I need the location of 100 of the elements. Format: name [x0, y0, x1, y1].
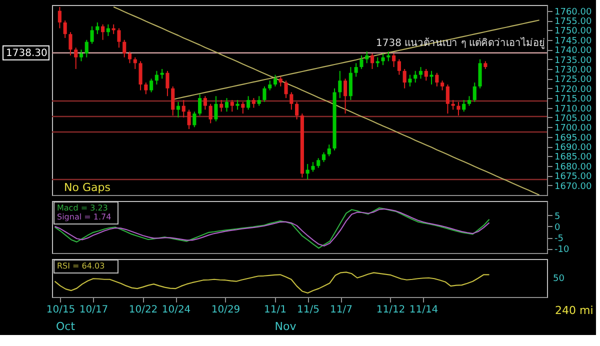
candlestick [79, 49, 84, 62]
candlestick [381, 52, 385, 66]
candlestick [354, 62, 358, 78]
series-label: RSI = 64.03 [57, 262, 105, 270]
candlestick [208, 103, 212, 124]
x-tick-label: 10/24 [162, 304, 191, 316]
y-tick-label: 1760.00 [554, 7, 592, 18]
ref-line-label: 1738.30 [6, 48, 48, 59]
candlestick [365, 51, 369, 64]
candlestick [84, 39, 88, 58]
candlestick [284, 80, 288, 99]
y-tick-label: 1725.00 [554, 75, 592, 86]
candlestick [68, 32, 72, 56]
x-tick-label: 11/7 [330, 304, 352, 316]
y-tick-label: 1705.00 [554, 114, 592, 124]
candlestick [220, 100, 224, 112]
y-tick-label: -5 [554, 234, 564, 244]
candlestick [344, 78, 348, 114]
y-tick-label: 1710.00 [554, 104, 592, 114]
text: Oct [56, 320, 76, 333]
candlestick [451, 100, 455, 110]
text: Nov [274, 320, 297, 333]
x-tick-label: 11/14 [409, 304, 438, 316]
candlestick [198, 94, 202, 116]
candlestick [74, 47, 78, 70]
y-tick-label: -10 [554, 245, 570, 256]
candlestick [397, 58, 401, 76]
text: 50 [553, 274, 565, 284]
candlestick [58, 6, 62, 29]
candlestick [101, 24, 105, 40]
candlestick [214, 96, 218, 122]
candlestick [348, 66, 352, 100]
candlestick [187, 109, 191, 130]
candlestick [295, 101, 299, 120]
y-tick-label: 1715.00 [554, 94, 592, 105]
y-tick-label: 1700.00 [554, 124, 592, 134]
candlestick [241, 101, 245, 114]
candlestick [370, 52, 374, 70]
candlestick [472, 82, 476, 102]
candlestick [456, 101, 460, 116]
candlestick [182, 100, 186, 118]
x-tick-label: 11/12 [376, 304, 406, 316]
text: 240 mi [555, 304, 594, 317]
candlestick [262, 86, 266, 102]
candlestick [224, 98, 229, 112]
candlestick [311, 162, 315, 172]
y-tick-label: 1690.00 [554, 143, 592, 154]
y-tick-label: 1680.00 [554, 162, 592, 172]
candlestick [408, 74, 412, 87]
candlestick [322, 152, 326, 163]
candlestick [360, 54, 364, 70]
x-tick-label: 10/22 [128, 304, 158, 316]
y-tick-label: 1685.00 [554, 152, 592, 163]
y-tick-label: 1670.00 [554, 182, 592, 192]
candlestick [446, 84, 450, 114]
candlestick [138, 60, 142, 91]
candlestick [171, 86, 175, 116]
candlestick [386, 51, 390, 62]
candlestick [117, 28, 121, 48]
candlestick [252, 98, 256, 108]
y-tick-label: 1675.00 [554, 172, 592, 182]
candlestick [338, 70, 342, 99]
candlestick [467, 96, 472, 106]
candlestick [424, 68, 428, 82]
candlestick [150, 78, 154, 93]
candlestick [63, 20, 67, 38]
candlestick [316, 158, 320, 168]
y-tick-label: 1735.00 [554, 56, 592, 66]
y-tick-label: 1695.00 [554, 133, 592, 144]
x-tick-label: 10/17 [79, 304, 108, 316]
candlestick [327, 144, 331, 157]
candlestick [392, 52, 396, 68]
x-tick-label: 10/15 [46, 304, 76, 316]
x-tick-label: 11/5 [297, 304, 320, 316]
series-label: Signal = 1.74 [57, 212, 112, 222]
y-tick-label: 0 [554, 222, 560, 233]
candlestick [166, 70, 170, 97]
y-tick-label: 1755.00 [554, 17, 592, 28]
y-tick-label: 1745.00 [554, 36, 592, 46]
y-tick-label: 1750.00 [554, 26, 592, 37]
candlestick [273, 74, 278, 87]
candlestick [435, 72, 439, 87]
candlestick [230, 100, 234, 112]
candlestick [418, 66, 423, 80]
candlestick [278, 76, 282, 87]
candlestick [144, 82, 148, 95]
x-tick-label: 11/1 [264, 304, 286, 316]
candlestick [440, 80, 444, 91]
candlestick [376, 56, 380, 68]
candlestick [128, 51, 132, 64]
candlestick [246, 96, 250, 110]
candlestick [90, 26, 94, 44]
x-tick-label: 10/29 [211, 304, 240, 316]
y-tick-label: 1720.00 [554, 84, 592, 95]
candlestick [160, 68, 164, 80]
candlestick [236, 100, 240, 110]
candlestick [122, 39, 126, 58]
series-label: Macd = 3.23 [57, 204, 108, 212]
annotation: No Gaps [64, 181, 111, 194]
candlestick [462, 100, 466, 112]
